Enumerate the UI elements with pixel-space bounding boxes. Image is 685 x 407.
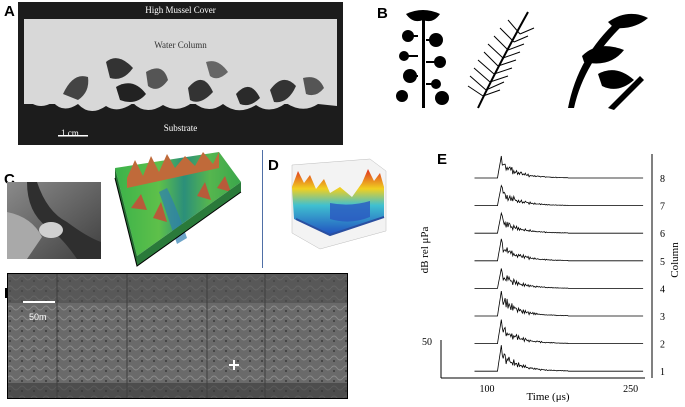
- panel-label-e: E: [437, 151, 448, 168]
- column-number: 4: [660, 284, 665, 295]
- waveform-trace-7: [474, 184, 644, 206]
- x-tick-label: 250: [623, 384, 638, 395]
- waveform-trace-5: [474, 238, 644, 262]
- waveform-trace-3: [474, 290, 644, 317]
- panel-f-scale-label: 50m: [29, 312, 47, 322]
- terrain-3d-surface: [107, 148, 244, 268]
- x-axis-title: Time (μs): [526, 391, 569, 402]
- column-number: 6: [660, 229, 665, 240]
- waveform-trace-6: [474, 211, 644, 234]
- panel-a-water-label: Water Column: [154, 40, 207, 50]
- column-numbers: 8 7 6 5 4 3 2 1: [660, 174, 665, 378]
- x-tick-label: 100: [479, 384, 494, 395]
- feather-silhouette: [467, 11, 535, 109]
- column-number: 3: [660, 312, 665, 323]
- scale-value: 50: [422, 337, 432, 348]
- waveform-trace-8: [474, 155, 644, 179]
- panel-a-scale-label: 1 cm: [61, 128, 79, 138]
- panel-label-c: C: [4, 171, 15, 188]
- sonar-mosaic-image: 50m: [7, 273, 348, 399]
- column-number: 1: [660, 367, 665, 378]
- panel-a-substrate-label: Substrate: [163, 123, 198, 133]
- column-number: 7: [660, 202, 665, 213]
- waveform-trace-4: [474, 268, 644, 289]
- panel-label-a: A: [4, 3, 15, 20]
- panel-label-b: B: [377, 5, 388, 22]
- column-axis-title: Column: [669, 242, 681, 278]
- underwater-photo: [7, 182, 101, 259]
- waveform-chart: 50 100 250 Time (μs) dB rel μPa Column 8…: [408, 150, 685, 403]
- column-number: 5: [660, 257, 665, 268]
- panel-label-d: D: [268, 157, 279, 174]
- panel-divider: [262, 150, 263, 268]
- panel-a-top-label: High Mussel Cover: [145, 5, 216, 15]
- seaweed-silhouette: [396, 10, 449, 108]
- silhouette-panel: [378, 6, 668, 112]
- leaf-silhouette: [568, 13, 648, 110]
- y-axis-title: dB rel μPa: [419, 226, 431, 273]
- waveform-trace-1: [474, 345, 644, 372]
- column-number: 2: [660, 340, 665, 351]
- waveform-traces: [474, 155, 644, 372]
- waveform-trace-2: [474, 319, 644, 345]
- column-number: 8: [660, 174, 665, 185]
- mussel-cross-section-photo: High Mussel Cover Water Column Substrate…: [18, 2, 343, 145]
- intensity-surface-plot: [290, 157, 388, 251]
